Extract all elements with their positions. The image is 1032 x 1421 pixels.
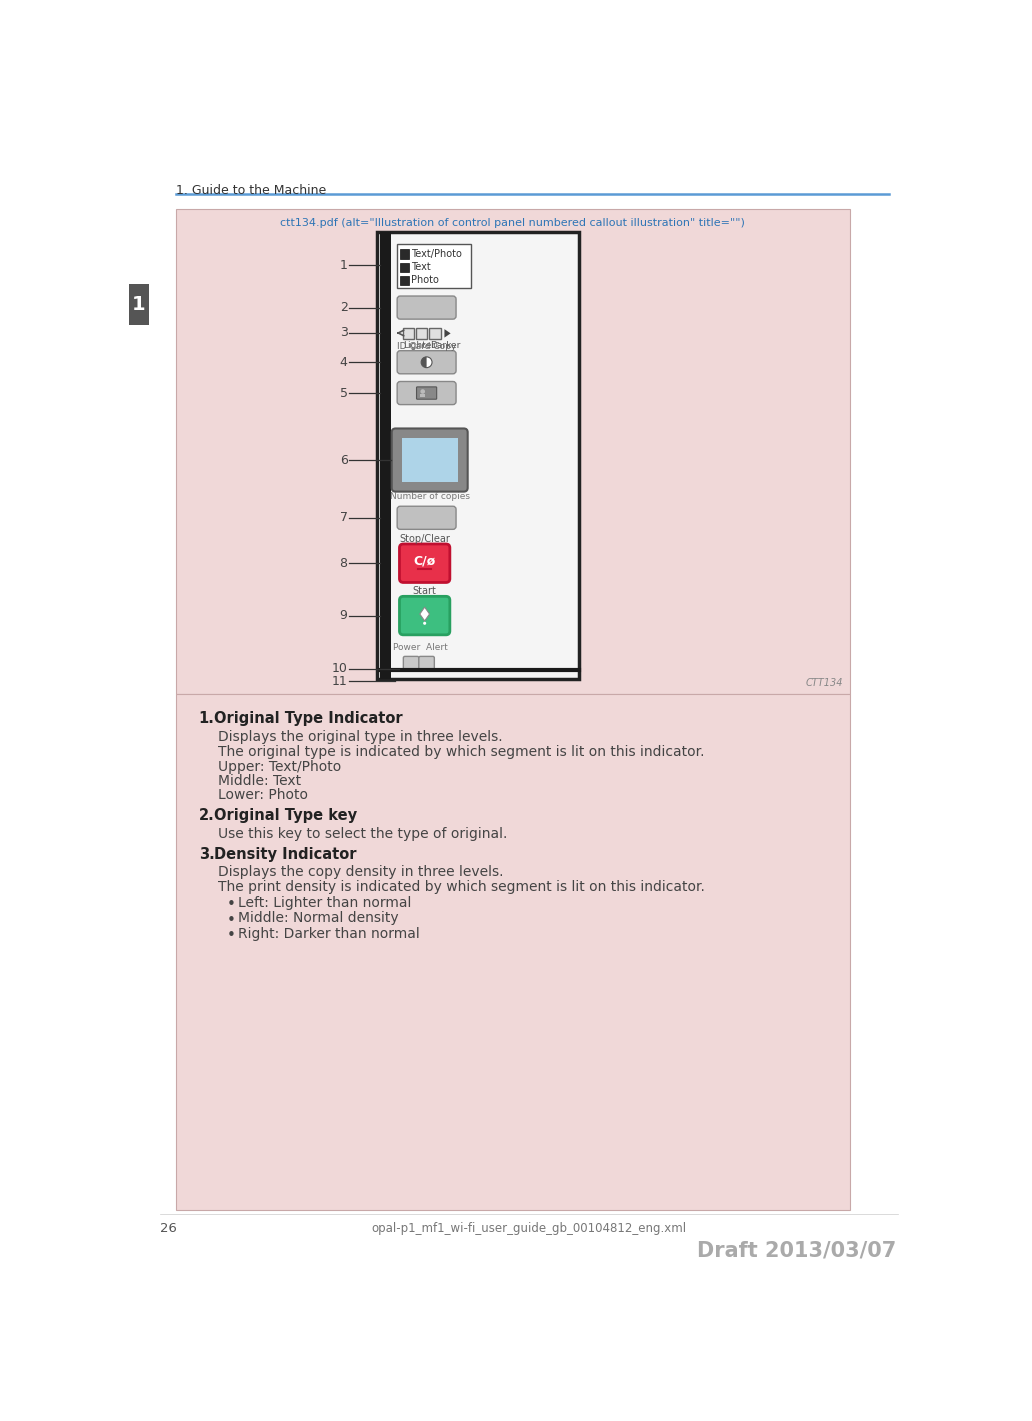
FancyBboxPatch shape xyxy=(397,381,456,405)
Text: 1: 1 xyxy=(132,296,146,314)
Text: C/ø: C/ø xyxy=(414,554,436,567)
Text: Left: Lighter than normal: Left: Lighter than normal xyxy=(237,895,411,909)
FancyBboxPatch shape xyxy=(397,506,456,530)
FancyBboxPatch shape xyxy=(380,232,391,679)
Text: •: • xyxy=(227,898,235,912)
Text: 9: 9 xyxy=(340,610,348,622)
Text: Power  Alert: Power Alert xyxy=(393,642,448,652)
Text: The original type is indicated by which segment is lit on this indicator.: The original type is indicated by which … xyxy=(218,745,705,759)
Text: •: • xyxy=(227,912,235,928)
Text: 1. Guide to the Machine: 1. Guide to the Machine xyxy=(175,185,326,198)
Text: •: • xyxy=(227,928,235,944)
FancyBboxPatch shape xyxy=(397,351,456,374)
FancyBboxPatch shape xyxy=(129,284,150,324)
Text: 4: 4 xyxy=(340,355,348,369)
Text: 11: 11 xyxy=(332,675,348,688)
Text: Darker: Darker xyxy=(429,341,460,350)
Text: 2: 2 xyxy=(340,301,348,314)
Text: Middle: Normal density: Middle: Normal density xyxy=(237,911,398,925)
FancyBboxPatch shape xyxy=(397,243,471,288)
FancyBboxPatch shape xyxy=(429,328,441,340)
Polygon shape xyxy=(420,607,429,621)
Text: Displays the copy density in three levels.: Displays the copy density in three level… xyxy=(218,865,504,880)
Text: 5: 5 xyxy=(340,387,348,399)
Text: Displays the original type in three levels.: Displays the original type in three leve… xyxy=(218,729,503,743)
Text: Right: Darker than normal: Right: Darker than normal xyxy=(237,926,419,941)
Text: 3.: 3. xyxy=(199,847,215,861)
Text: Density Indicator: Density Indicator xyxy=(215,847,357,861)
FancyBboxPatch shape xyxy=(416,328,427,340)
FancyBboxPatch shape xyxy=(397,296,456,320)
Text: Photo: Photo xyxy=(411,276,439,286)
Text: The print density is indicated by which segment is lit on this indicator.: The print density is indicated by which … xyxy=(218,881,705,894)
Text: Lighter: Lighter xyxy=(404,341,436,350)
Text: ID Card Copy: ID Card Copy xyxy=(397,342,456,351)
Text: 3: 3 xyxy=(340,327,348,340)
Text: Stop/Clear: Stop/Clear xyxy=(399,534,450,544)
FancyBboxPatch shape xyxy=(175,693,849,1211)
FancyBboxPatch shape xyxy=(175,209,849,693)
Polygon shape xyxy=(445,330,451,338)
FancyBboxPatch shape xyxy=(417,387,437,399)
Text: Original Type Indicator: Original Type Indicator xyxy=(215,710,402,726)
Text: CTT134: CTT134 xyxy=(806,678,843,688)
Wedge shape xyxy=(421,357,426,368)
Text: ctt134.pdf (alt="Illustration of control panel numbered callout illustration" ti: ctt134.pdf (alt="Illustration of control… xyxy=(280,219,745,229)
Text: Middle: Text: Middle: Text xyxy=(218,774,301,789)
Text: Start: Start xyxy=(413,587,437,597)
FancyBboxPatch shape xyxy=(401,438,457,482)
Text: Number of copies: Number of copies xyxy=(390,492,470,500)
Text: 6: 6 xyxy=(340,453,348,466)
FancyBboxPatch shape xyxy=(399,544,450,583)
Text: Lower: Photo: Lower: Photo xyxy=(218,789,309,801)
FancyBboxPatch shape xyxy=(420,394,425,396)
Text: 10: 10 xyxy=(331,662,348,675)
Circle shape xyxy=(420,389,425,394)
Circle shape xyxy=(423,622,426,625)
Text: 1.: 1. xyxy=(199,710,215,726)
Circle shape xyxy=(421,357,432,368)
Text: Use this key to select the type of original.: Use this key to select the type of origi… xyxy=(218,827,508,841)
FancyBboxPatch shape xyxy=(399,597,450,635)
FancyBboxPatch shape xyxy=(392,429,467,492)
Text: Text/Photo: Text/Photo xyxy=(411,249,462,259)
FancyBboxPatch shape xyxy=(377,232,579,679)
FancyBboxPatch shape xyxy=(404,657,419,671)
Text: Upper: Text/Photo: Upper: Text/Photo xyxy=(218,760,342,774)
Text: 7: 7 xyxy=(340,512,348,524)
Text: 8: 8 xyxy=(340,557,348,570)
Text: opal-p1_mf1_wi-fi_user_guide_gb_00104812_eng.xml: opal-p1_mf1_wi-fi_user_guide_gb_00104812… xyxy=(372,1222,686,1235)
Text: 26: 26 xyxy=(160,1222,176,1235)
Text: Text: Text xyxy=(411,261,430,273)
FancyBboxPatch shape xyxy=(402,328,414,340)
FancyBboxPatch shape xyxy=(399,263,409,271)
FancyBboxPatch shape xyxy=(399,276,409,284)
Text: 2.: 2. xyxy=(199,809,215,823)
Text: Original Type key: Original Type key xyxy=(215,809,357,823)
FancyBboxPatch shape xyxy=(419,657,434,671)
Text: 1: 1 xyxy=(340,259,348,271)
FancyBboxPatch shape xyxy=(399,250,409,259)
Text: Draft 2013/03/07: Draft 2013/03/07 xyxy=(697,1241,896,1260)
